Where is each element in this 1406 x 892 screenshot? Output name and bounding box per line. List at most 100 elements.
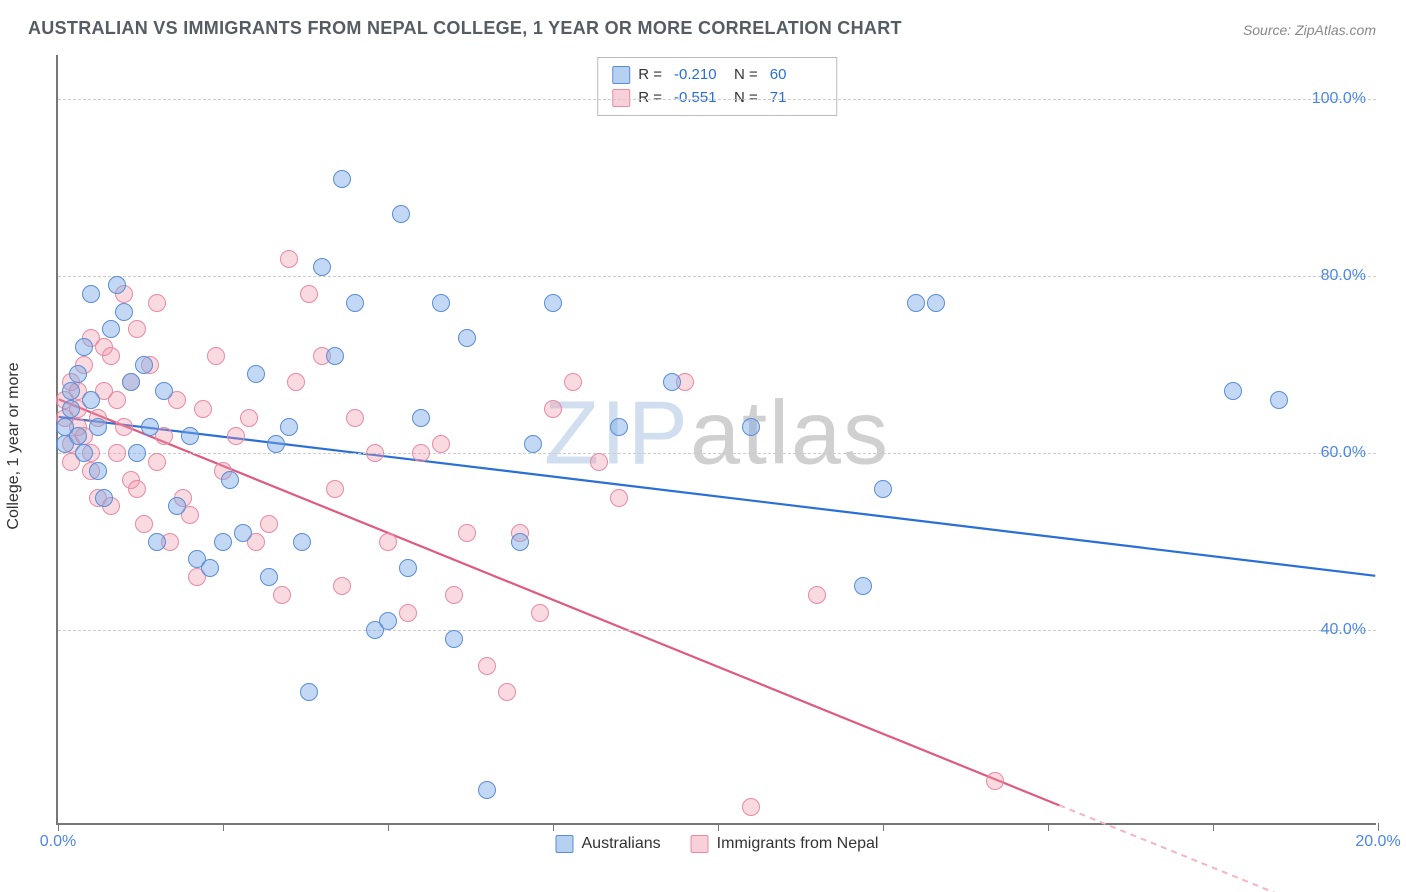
swatch-blue-icon xyxy=(556,835,574,853)
trend-lines xyxy=(58,55,1376,823)
source-label: Source: ZipAtlas.com xyxy=(1243,22,1376,38)
scatter-point-nepal xyxy=(531,604,549,622)
scatter-point-australians xyxy=(201,559,219,577)
y-tick-label: 40.0% xyxy=(1321,621,1366,639)
scatter-point-nepal xyxy=(432,435,450,453)
trend-line xyxy=(59,417,1376,576)
scatter-point-australians xyxy=(478,781,496,799)
scatter-point-nepal xyxy=(498,683,516,701)
scatter-point-nepal xyxy=(478,657,496,675)
gridline xyxy=(58,453,1376,454)
scatter-point-nepal xyxy=(148,294,166,312)
scatter-point-australians xyxy=(458,329,476,347)
legend-item-australians: Australians xyxy=(556,835,661,853)
scatter-point-australians xyxy=(234,524,252,542)
y-tick-label: 60.0% xyxy=(1321,444,1366,462)
gridline xyxy=(58,99,1376,100)
scatter-point-australians xyxy=(82,285,100,303)
scatter-point-australians xyxy=(379,612,397,630)
scatter-point-australians xyxy=(102,320,120,338)
scatter-point-australians xyxy=(75,444,93,462)
scatter-point-nepal xyxy=(333,577,351,595)
scatter-point-australians xyxy=(907,294,925,312)
scatter-point-australians xyxy=(62,382,80,400)
y-tick-label: 100.0% xyxy=(1312,90,1366,108)
scatter-point-nepal xyxy=(260,515,278,533)
scatter-point-australians xyxy=(412,409,430,427)
scatter-point-australians xyxy=(108,276,126,294)
scatter-point-australians xyxy=(300,683,318,701)
scatter-point-nepal xyxy=(108,444,126,462)
scatter-point-nepal xyxy=(128,320,146,338)
scatter-point-australians xyxy=(168,497,186,515)
scatter-point-australians xyxy=(1224,382,1242,400)
scatter-point-nepal xyxy=(148,453,166,471)
scatter-point-australians xyxy=(511,533,529,551)
scatter-point-nepal xyxy=(300,285,318,303)
scatter-point-australians xyxy=(610,418,628,436)
scatter-point-australians xyxy=(95,489,113,507)
scatter-point-nepal xyxy=(102,347,120,365)
scatter-point-nepal xyxy=(108,391,126,409)
scatter-point-nepal xyxy=(115,418,133,436)
plot-area: ZIPatlas R = -0.210 N = 60 R = -0.551 N … xyxy=(56,55,1376,825)
scatter-point-nepal xyxy=(280,250,298,268)
scatter-point-nepal xyxy=(227,427,245,445)
x-tick-mark xyxy=(553,823,554,831)
scatter-point-australians xyxy=(260,568,278,586)
scatter-point-australians xyxy=(1270,391,1288,409)
gridline xyxy=(58,630,1376,631)
scatter-point-australians xyxy=(89,418,107,436)
scatter-point-nepal xyxy=(240,409,258,427)
scatter-point-australians xyxy=(148,533,166,551)
scatter-point-australians xyxy=(326,347,344,365)
scatter-point-nepal xyxy=(273,586,291,604)
scatter-point-australians xyxy=(181,427,199,445)
chart-container: AUSTRALIAN VS IMMIGRANTS FROM NEPAL COLL… xyxy=(0,0,1406,892)
scatter-point-nepal xyxy=(544,400,562,418)
trend-line xyxy=(1059,805,1375,892)
x-tick-mark xyxy=(718,823,719,831)
scatter-point-australians xyxy=(82,391,100,409)
scatter-point-australians xyxy=(663,373,681,391)
scatter-point-australians xyxy=(267,435,285,453)
scatter-point-australians xyxy=(69,427,87,445)
x-tick-mark xyxy=(1048,823,1049,831)
scatter-point-australians xyxy=(432,294,450,312)
scatter-point-nepal xyxy=(412,444,430,462)
scatter-point-nepal xyxy=(610,489,628,507)
scatter-point-nepal xyxy=(458,524,476,542)
chart-title: AUSTRALIAN VS IMMIGRANTS FROM NEPAL COLL… xyxy=(28,18,902,39)
scatter-point-australians xyxy=(524,435,542,453)
scatter-point-nepal xyxy=(128,480,146,498)
scatter-point-nepal xyxy=(808,586,826,604)
scatter-point-australians xyxy=(155,382,173,400)
swatch-pink-icon xyxy=(691,835,709,853)
scatter-point-nepal xyxy=(326,480,344,498)
scatter-point-australians xyxy=(214,533,232,551)
legend-label-nepal: Immigrants from Nepal xyxy=(717,835,879,853)
scatter-point-nepal xyxy=(346,409,364,427)
scatter-point-australians xyxy=(62,400,80,418)
gridline xyxy=(58,276,1376,277)
scatter-point-nepal xyxy=(986,772,1004,790)
scatter-point-australians xyxy=(544,294,562,312)
x-tick-mark xyxy=(58,823,59,831)
x-tick-mark xyxy=(1213,823,1214,831)
scatter-point-nepal xyxy=(399,604,417,622)
scatter-point-nepal xyxy=(379,533,397,551)
scatter-point-australians xyxy=(135,356,153,374)
scatter-point-australians xyxy=(247,365,265,383)
scatter-point-australians xyxy=(399,559,417,577)
x-tick-mark xyxy=(883,823,884,831)
scatter-point-australians xyxy=(392,205,410,223)
scatter-point-nepal xyxy=(207,347,225,365)
scatter-point-australians xyxy=(333,170,351,188)
scatter-point-australians xyxy=(854,577,872,595)
x-tick-label: 0.0% xyxy=(40,833,76,851)
y-axis-label: College, 1 year or more xyxy=(5,362,23,529)
trend-line xyxy=(59,399,1060,805)
scatter-point-australians xyxy=(293,533,311,551)
scatter-point-australians xyxy=(445,630,463,648)
scatter-point-australians xyxy=(128,444,146,462)
